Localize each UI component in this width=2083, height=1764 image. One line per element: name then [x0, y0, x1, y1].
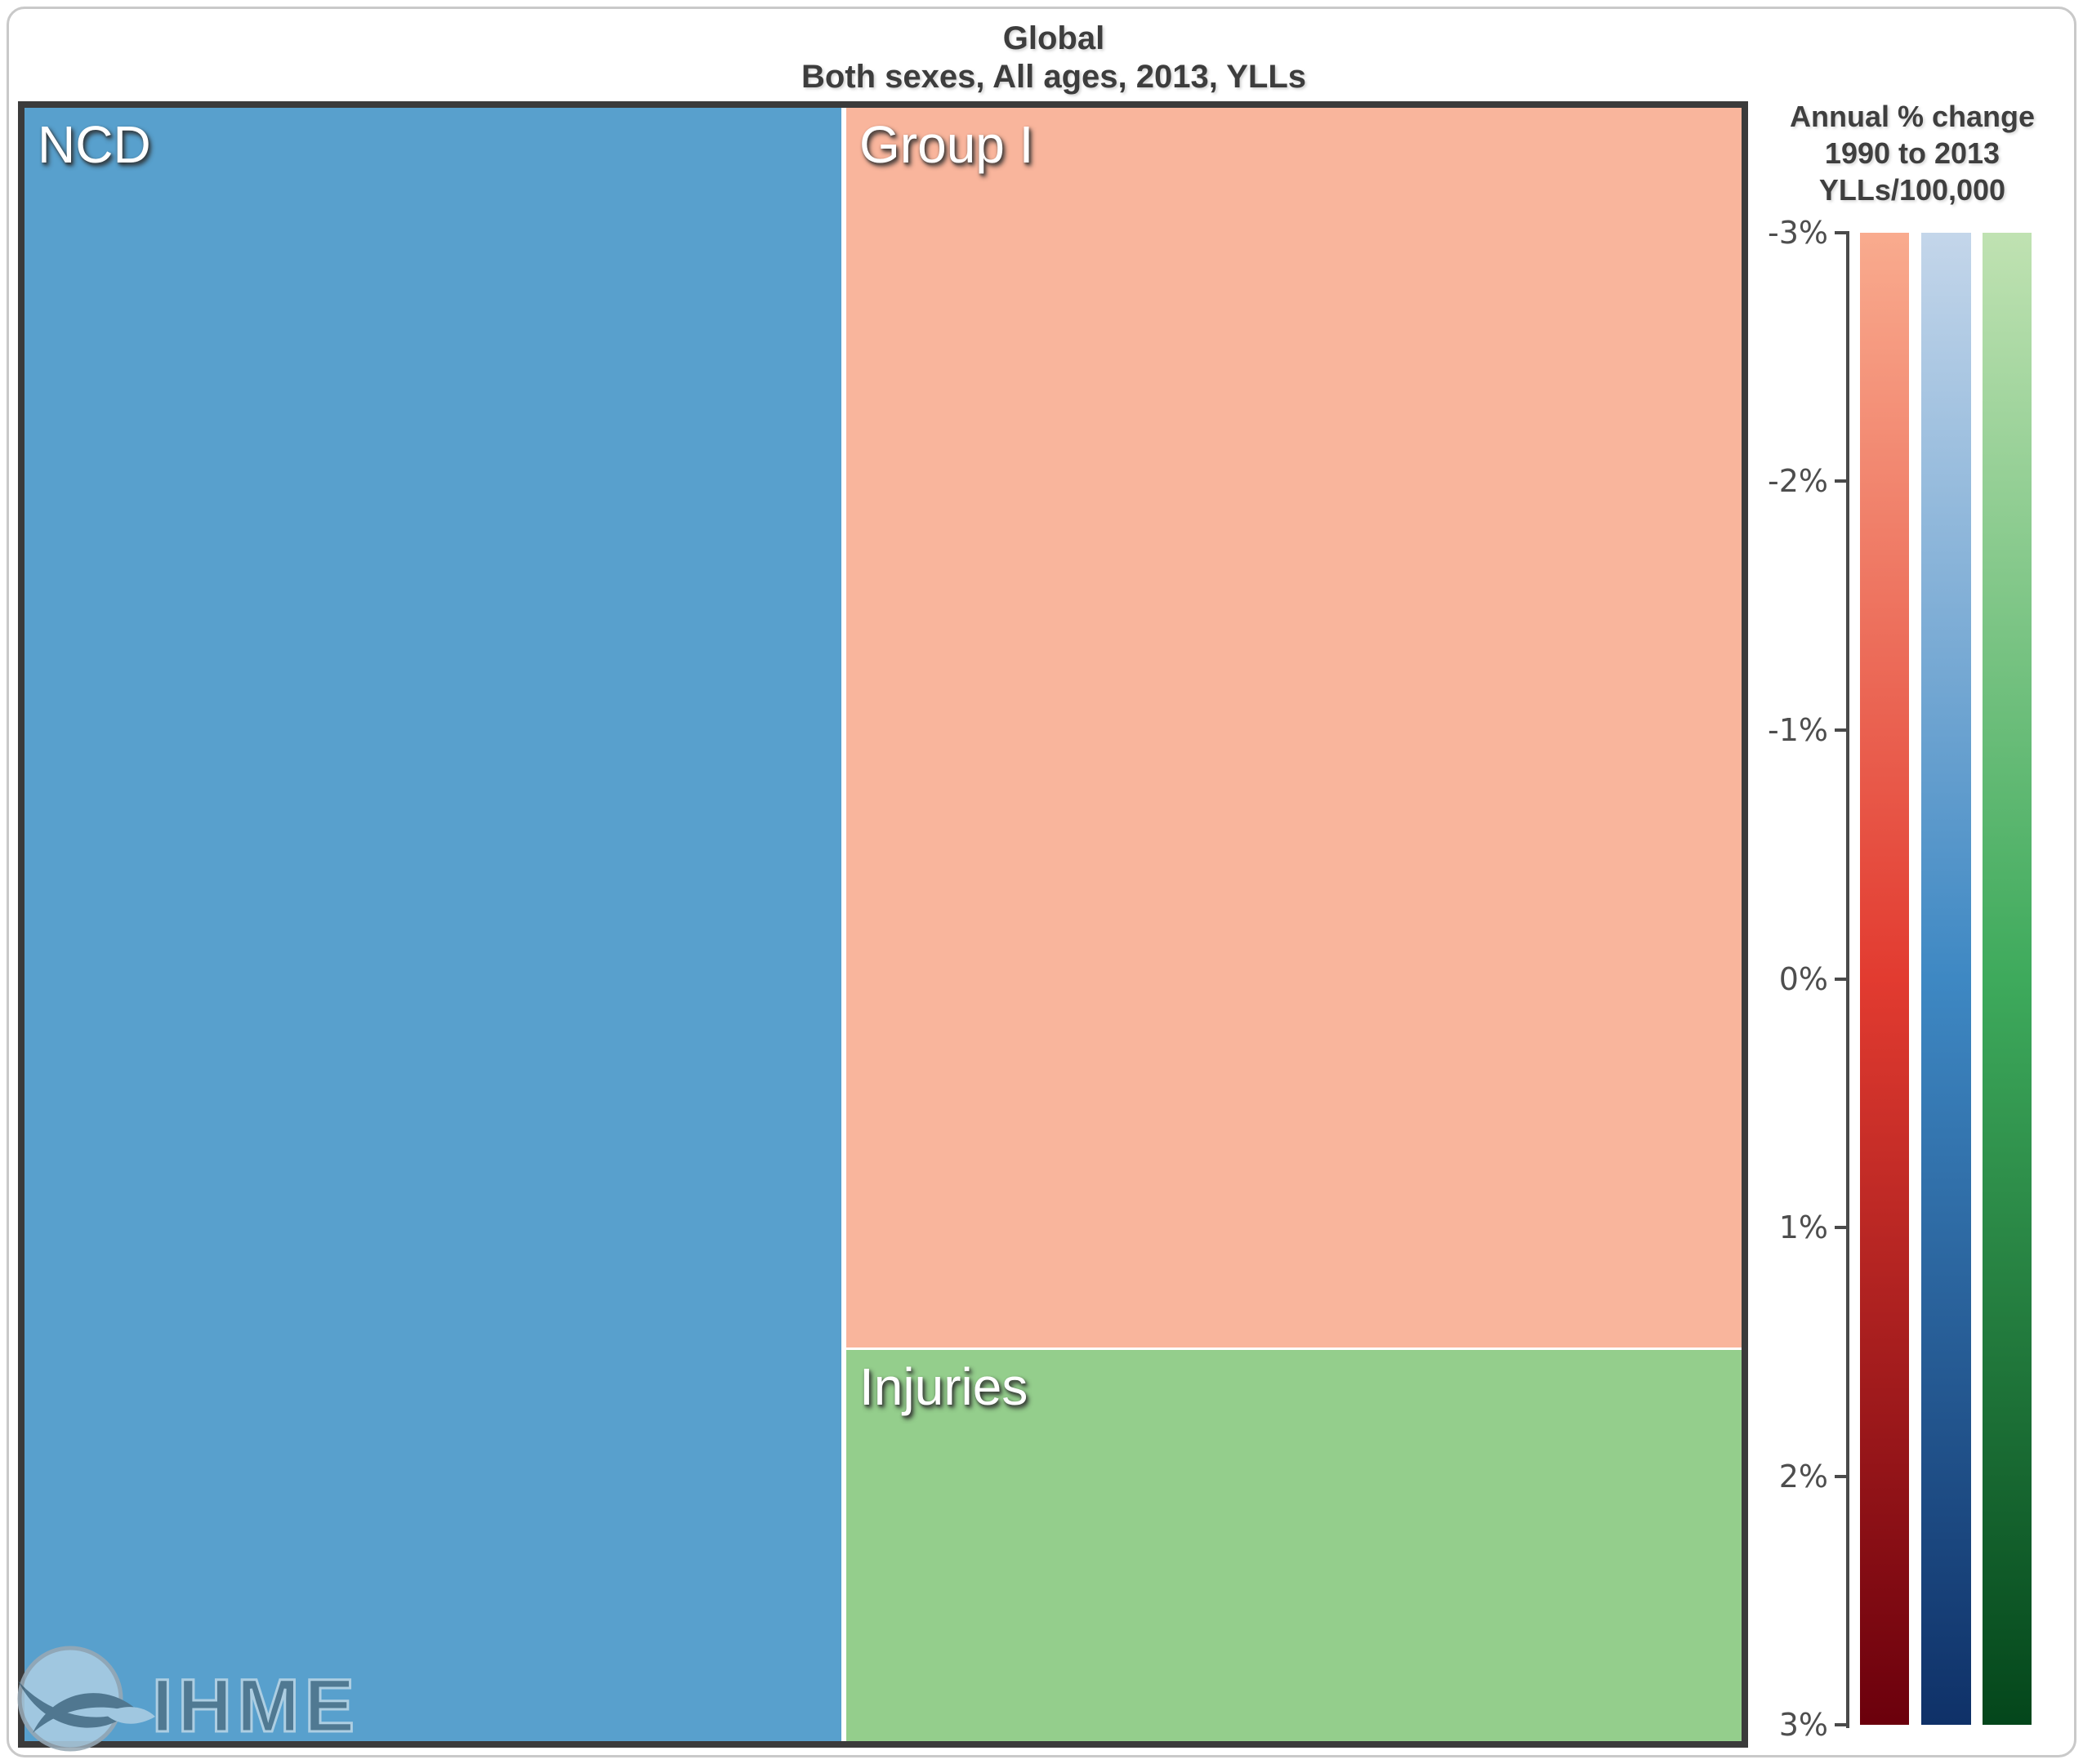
legend-tick-label: -2% [1768, 463, 1828, 500]
legend-tick-mark [1835, 1225, 1846, 1229]
legend-axis-line [1846, 231, 1849, 1728]
legend-gradient-bar-red [1860, 233, 1909, 1725]
legend-gradient-bar-green [1983, 233, 2032, 1725]
legend-tick-label: 2% [1778, 1458, 1828, 1494]
legend-tick-mark [1835, 231, 1846, 234]
legend-gradient-bar-blue [1921, 233, 1971, 1725]
legend-title: Annual % change 1990 to 2013 YLLs/100,00… [1758, 98, 2067, 208]
ihme-logo-wave-1 [18, 1681, 136, 1728]
treemap: NCD Group I Injuries [18, 101, 1748, 1748]
legend-tick-label: 0% [1778, 960, 1828, 997]
legend-tick-mark [1835, 977, 1846, 981]
legend-tick-label: -1% [1768, 711, 1828, 748]
treemap-inner: NCD Group I Injuries [25, 108, 1742, 1741]
legend-tick-mark [1835, 728, 1846, 732]
chart-title: Global Both sexes, All ages, 2013, YLLs [25, 20, 2083, 96]
ihme-logo-text: IHME [152, 1664, 359, 1748]
legend-tick-mark [1835, 1723, 1846, 1726]
legend-title-line3: YLLs/100,000 [1818, 173, 2006, 207]
legend-title-line2: 1990 to 2013 [1824, 136, 2000, 170]
legend-title-line1: Annual % change [1789, 100, 2036, 133]
legend-tick-mark [1835, 479, 1846, 483]
legend-tick-labels: -3% -2% -1% 0% 1% 2% 3% [1714, 215, 1846, 1743]
ihme-logo: IHME [17, 1646, 359, 1752]
ihme-logo-wave-3 [105, 1707, 155, 1724]
legend-tick-label: 1% [1778, 1209, 1828, 1245]
treemap-cell-injuries[interactable]: Injuries [846, 1350, 1742, 1741]
treemap-cell-label-group1: Group I [859, 115, 1034, 174]
treemap-cell-label-injuries: Injuries [859, 1357, 1028, 1416]
treemap-cell-group1[interactable]: Group I [846, 108, 1742, 1348]
ihme-logo-wave-2 [33, 1693, 144, 1733]
legend-tick-label: 3% [1778, 1707, 1828, 1743]
legend-tick-mark [1835, 1474, 1846, 1478]
treemap-cell-label-ncd: NCD [38, 115, 151, 174]
legend-tick-label: -3% [1768, 215, 1828, 251]
chart-title-line2: Both sexes, All ages, 2013, YLLs [801, 59, 1307, 95]
treemap-cell-ncd[interactable]: NCD [25, 108, 841, 1741]
chart-title-line1: Global [1002, 20, 1105, 56]
